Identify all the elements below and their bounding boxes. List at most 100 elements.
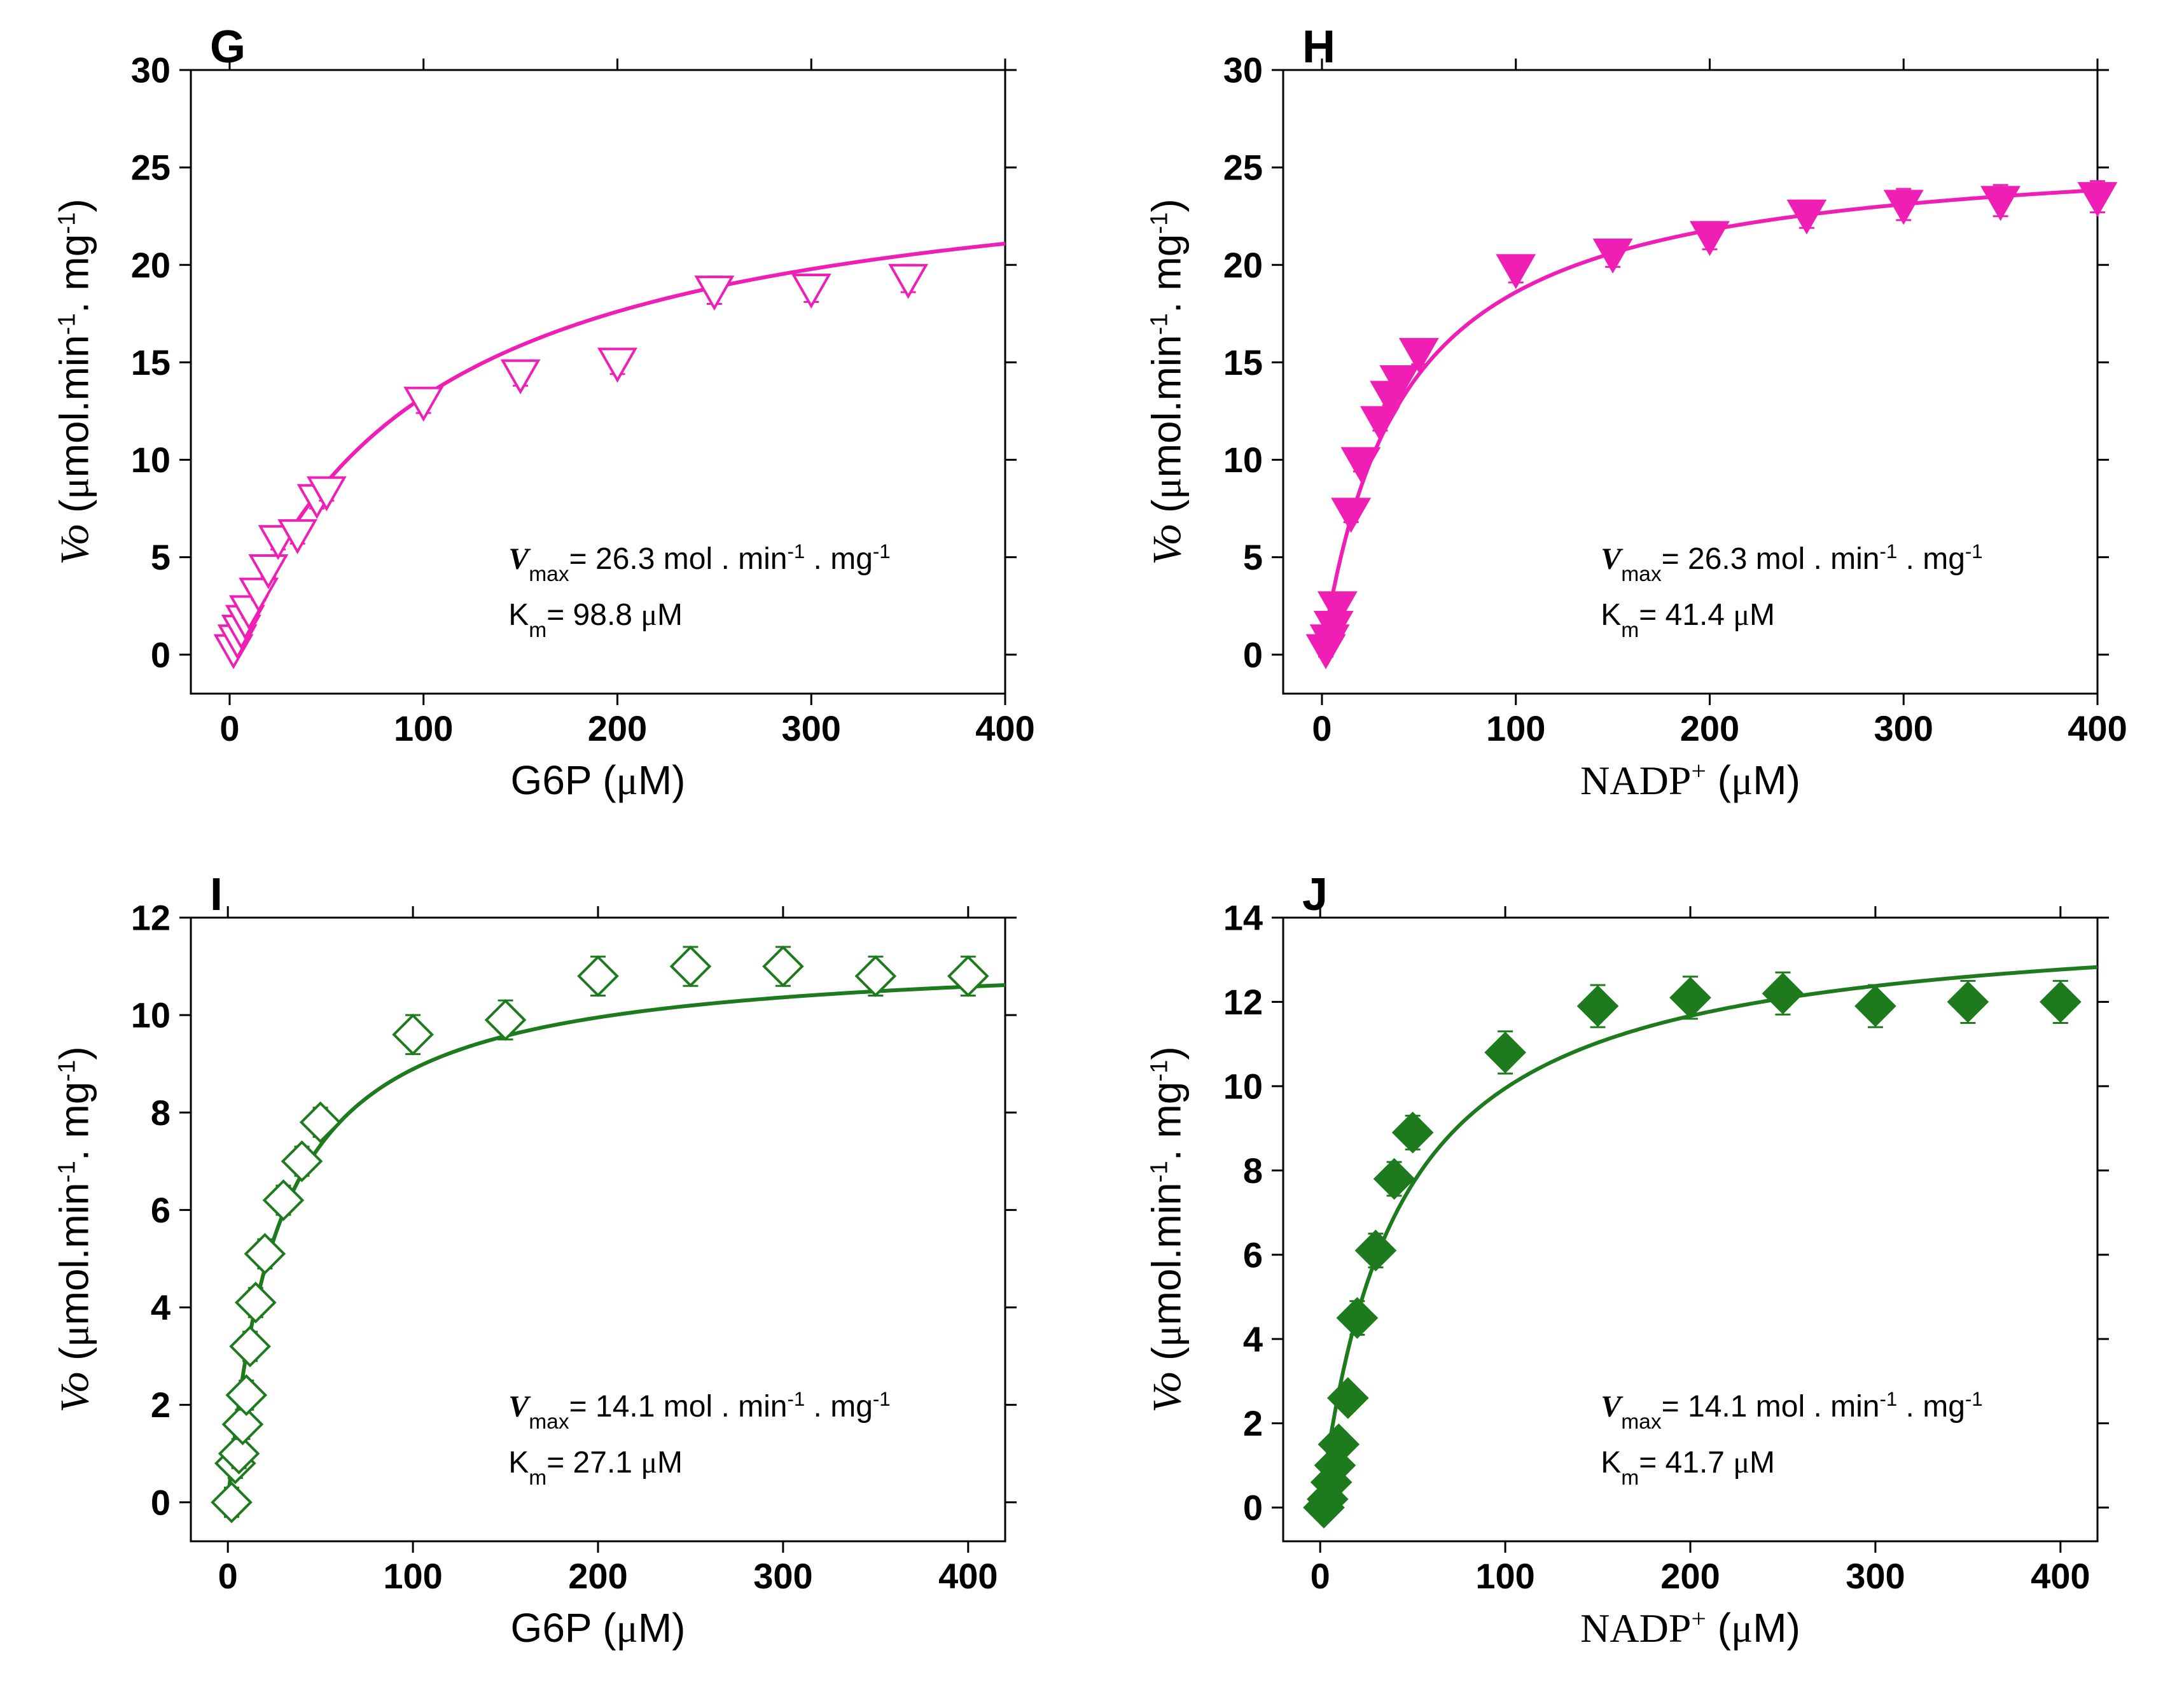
y-tick-label: 15 <box>1223 342 1262 382</box>
chart-panel-H: 0100200300400051015202530NADP+ (μM)Vo (μ… <box>1118 25 2159 835</box>
x-tick-label: 300 <box>782 708 841 748</box>
data-marker <box>671 948 709 986</box>
data-marker <box>1763 974 1802 1012</box>
vmax-annotation: Vmax= 26.3 mol . min-1 . mg-1 <box>508 540 890 586</box>
data-marker <box>2080 183 2115 214</box>
data-marker <box>231 1327 269 1366</box>
data-marker <box>949 957 987 995</box>
y-tick-label: 10 <box>131 995 170 1035</box>
x-tick-label: 200 <box>1660 1556 1720 1596</box>
data-marker <box>1362 407 1398 438</box>
data-marker <box>302 1103 340 1142</box>
y-tick-label: 6 <box>151 1190 170 1230</box>
y-tick-label: 12 <box>1223 982 1262 1022</box>
x-axis-label: G6P (μM) <box>511 1605 686 1651</box>
data-marker <box>697 277 732 308</box>
data-marker <box>1578 987 1617 1025</box>
data-marker <box>1342 449 1378 480</box>
data-marker <box>1692 222 1727 253</box>
vmax-annotation: Vmax= 14.1 mol . min-1 . mg-1 <box>508 1388 890 1434</box>
chart-panel-I: 0100200300400024681012G6P (μM)Vo (μmol.m… <box>25 873 1067 1683</box>
data-marker <box>394 1016 432 1054</box>
x-tick-label: 400 <box>2068 708 2127 748</box>
panel-label: I <box>210 873 223 920</box>
y-tick-label: 25 <box>131 148 170 188</box>
y-tick-label: 8 <box>151 1093 170 1133</box>
data-marker <box>237 1284 275 1322</box>
y-tick-label: 30 <box>131 50 170 90</box>
data-marker <box>2041 983 2079 1021</box>
vmax-annotation: Vmax= 14.1 mol . min-1 . mg-1 <box>1601 1388 1982 1434</box>
y-tick-label: 10 <box>1223 1066 1262 1106</box>
y-tick-label: 2 <box>151 1385 170 1425</box>
x-tick-label: 300 <box>753 1556 812 1596</box>
y-axis-label: Vo (μmol.min-1. mg-1) <box>51 1046 97 1413</box>
fit-curve <box>228 985 1005 1502</box>
x-axis-label: NADP+ (μM) <box>1580 756 1800 803</box>
y-tick-label: 10 <box>131 440 170 480</box>
panel-label: J <box>1302 873 1328 920</box>
data-marker <box>599 349 635 380</box>
x-tick-label: 0 <box>1310 1556 1330 1596</box>
vmax-annotation: Vmax= 26.3 mol . min-1 . mg-1 <box>1601 540 1982 586</box>
y-axis-label: Vo (μmol.min-1. mg-1) <box>51 199 97 565</box>
y-tick-label: 10 <box>1223 440 1262 480</box>
data-marker <box>793 275 829 306</box>
x-tick-label: 300 <box>1846 1556 1905 1596</box>
km-annotation: Km= 41.7 μM <box>1601 1446 1775 1490</box>
data-marker <box>246 1235 284 1273</box>
x-tick-label: 200 <box>568 1556 627 1596</box>
x-axis-label: NADP+ (μM) <box>1580 1604 1800 1651</box>
y-tick-label: 2 <box>1242 1403 1262 1443</box>
y-tick-label: 20 <box>131 245 170 285</box>
x-tick-label: 200 <box>588 708 647 748</box>
y-tick-label: 12 <box>131 898 170 938</box>
fit-curve <box>1320 967 2097 1508</box>
y-tick-label: 6 <box>1242 1235 1262 1275</box>
y-tick-label: 0 <box>151 634 170 675</box>
x-tick-label: 100 <box>1475 1556 1534 1596</box>
data-marker <box>503 361 538 392</box>
y-tick-label: 25 <box>1223 148 1262 188</box>
panel-label: G <box>210 25 246 73</box>
km-annotation: Km= 41.4 μM <box>1601 598 1775 642</box>
data-marker <box>1356 1231 1395 1270</box>
y-tick-label: 5 <box>1242 537 1262 577</box>
y-tick-label: 0 <box>1242 634 1262 675</box>
chart-grid: 0100200300400051015202530G6P (μM)Vo (μmo… <box>25 25 2159 1683</box>
data-marker <box>1856 987 1894 1025</box>
x-tick-label: 0 <box>219 708 239 748</box>
data-marker <box>1333 499 1368 530</box>
x-tick-label: 400 <box>975 708 1034 748</box>
y-tick-label: 4 <box>151 1287 170 1327</box>
data-marker <box>227 1376 265 1414</box>
data-marker <box>1338 1299 1376 1337</box>
data-marker <box>212 1483 251 1522</box>
fit-curve <box>1321 190 2097 655</box>
y-axis-label: Vo (μmol.min-1. mg-1) <box>1143 199 1189 565</box>
panel-label: H <box>1302 25 1335 73</box>
data-marker <box>1498 255 1533 286</box>
data-marker <box>1393 1114 1431 1152</box>
data-marker <box>891 265 926 297</box>
data-marker <box>1486 1033 1524 1072</box>
x-tick-label: 400 <box>938 1556 998 1596</box>
y-tick-label: 14 <box>1223 898 1262 938</box>
y-tick-label: 30 <box>1223 50 1262 90</box>
data-marker <box>764 948 802 986</box>
data-marker <box>283 1142 321 1180</box>
y-axis-label: Vo (μmol.min-1. mg-1) <box>1143 1046 1189 1413</box>
y-tick-label: 4 <box>1242 1319 1262 1359</box>
data-marker <box>1949 983 1987 1021</box>
y-tick-label: 8 <box>1242 1151 1262 1191</box>
y-tick-label: 15 <box>131 342 170 382</box>
y-tick-label: 0 <box>151 1482 170 1522</box>
x-tick-label: 100 <box>1485 708 1545 748</box>
y-tick-label: 20 <box>1223 245 1262 285</box>
x-tick-label: 200 <box>1680 708 1739 748</box>
x-tick-label: 100 <box>383 1556 442 1596</box>
x-tick-label: 400 <box>2031 1556 2090 1596</box>
km-annotation: Km= 27.1 μM <box>508 1446 683 1490</box>
x-tick-label: 0 <box>1312 708 1332 748</box>
x-axis-label: G6P (μM) <box>511 757 686 803</box>
